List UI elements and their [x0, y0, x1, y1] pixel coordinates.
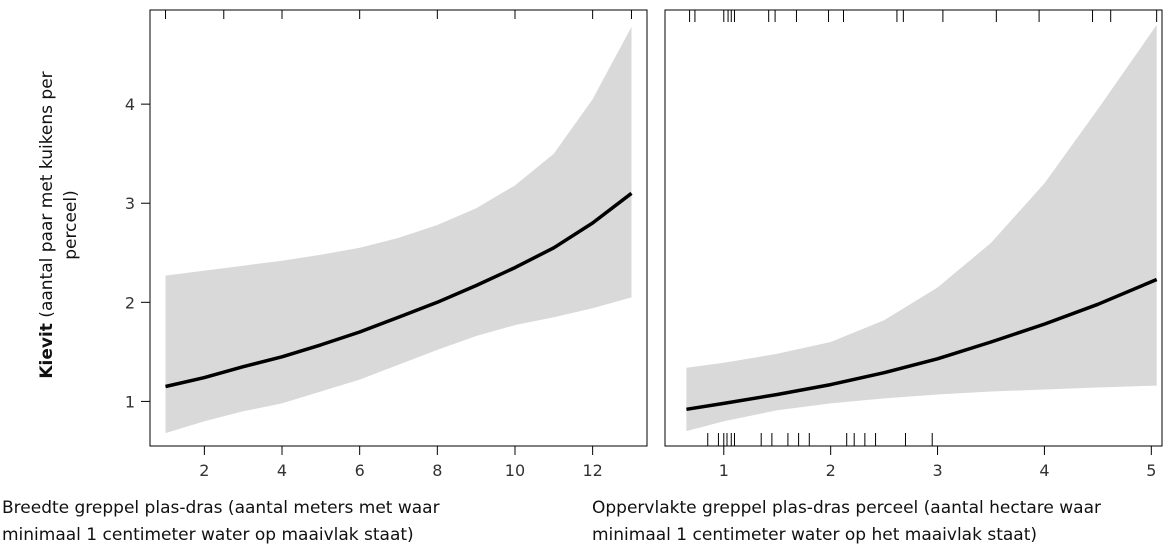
y-tick-label: 1 [125, 392, 135, 411]
panel-right: 1 2 3 4 5 [664, 9, 1163, 480]
panel-frame [149, 9, 648, 447]
x-tick-label: 10 [505, 461, 525, 480]
panel-frame [664, 9, 1163, 447]
confidence-band [165, 26, 632, 434]
y-axis-label-bold: Kievit [37, 323, 57, 379]
x-tick-label: 2 [826, 461, 836, 480]
fit-line [165, 191, 633, 389]
y-axis-label: Kievit (aantal paar met kuikens per perc… [4, 0, 114, 450]
y-tick-label: 2 [125, 293, 135, 312]
x-axis-label-left: Breedte greppel plas-dras (aantal meters… [2, 498, 440, 545]
x-tick-label: 5 [1146, 461, 1156, 480]
x-tick-label: 8 [432, 461, 442, 480]
x-tick-label: 3 [932, 461, 942, 480]
x-tick-label: 2 [199, 461, 209, 480]
x-tick-label: 6 [355, 461, 365, 480]
x-tick-label: 4 [1039, 461, 1049, 480]
x-tick-label: 12 [582, 461, 602, 480]
y-tick-label: 3 [125, 194, 135, 213]
x-tick-label: 4 [277, 461, 287, 480]
x-tick-label: 1 [719, 461, 729, 480]
y-axis-label-rest: (aantal paar met kuikens per perceel) [37, 71, 81, 324]
fit-line [686, 277, 1158, 412]
y-tick-label: 4 [125, 95, 135, 114]
x-axis-label-right: Oppervlakte greppel plas-dras perceel (a… [592, 498, 1101, 545]
confidence-band [686, 24, 1157, 432]
